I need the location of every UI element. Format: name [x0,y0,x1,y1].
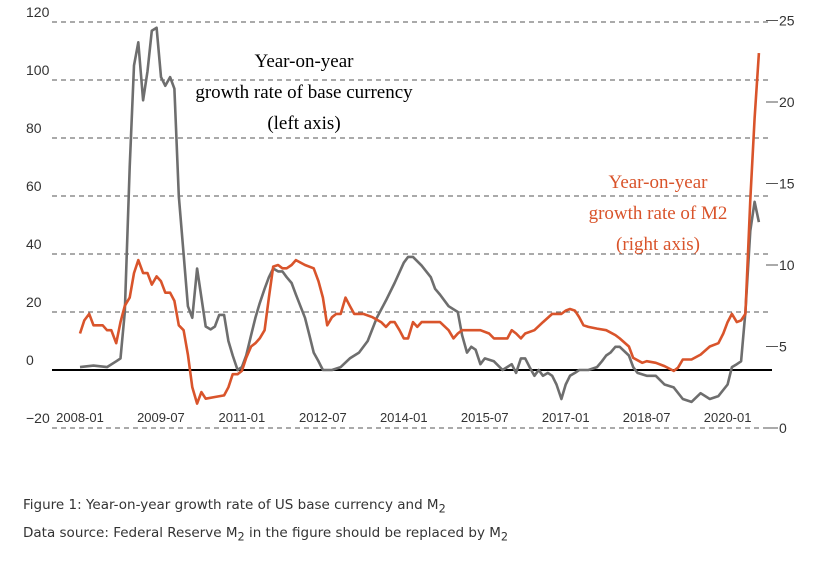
left-tick-label: 0 [26,352,34,368]
left-tick-label: 100 [26,62,50,78]
left-tick-label: 80 [26,120,42,136]
right-tick-label: 20 [779,94,795,110]
figure-caption: Figure 1: Year-on-year growth rate of US… [23,497,446,516]
source-subscript-2: 2 [500,530,509,544]
right-tick-label: 5 [779,339,787,355]
right-tick-label: 25 [779,13,795,29]
x-tick-label: 2020-01 [704,410,752,425]
x-tick-label: 2012-07 [299,410,347,425]
m2-annotation: Year-on-year growth rate of M2 (right ax… [589,172,728,255]
left-tick-label: −20 [26,410,50,426]
right-tick-label: 10 [779,257,795,273]
x-tick-label: 2014-01 [380,410,428,425]
data-source: Data source: Federal Reserve M2 in the f… [23,525,508,544]
left-tick-label: 60 [26,178,42,194]
left-tick-label: 20 [26,294,42,310]
left-tick-label: 120 [26,4,50,20]
caption-title: Figure 1: Year-on-year growth rate of US… [23,497,439,513]
x-tick-label: 2009-07 [137,410,185,425]
right-axis: 0 5 10 15 20 25 [766,13,795,436]
base-currency-annotation: Year-on-year growth rate of base currenc… [195,51,413,134]
source-subscript-1: 2 [237,530,245,544]
base-currency-line [79,26,761,404]
x-tick-label: 2018-07 [623,410,671,425]
base-annotation-line-3: (left axis) [267,113,340,134]
series-lines [78,26,761,405]
left-tick-label: 40 [26,236,42,252]
x-tick-label: 2017-01 [542,410,590,425]
gridlines [52,21,772,429]
right-tick-label: 15 [779,176,795,192]
x-axis: 2008-01 2009-07 2011-01 2012-07 2014-01 2015-… [56,410,751,425]
base-annotation-line-2: growth rate of base currency [195,82,413,103]
x-tick-label: 2015-07 [461,410,509,425]
x-tick-label: 2008-01 [56,410,104,425]
x-tick-label: 2011-01 [219,410,266,425]
m2-annotation-line-2: growth rate of M2 [589,203,728,224]
m2-line [78,53,761,405]
base-annotation-line-1: Year-on-year [255,51,355,72]
source-text-1: Data source: Federal Reserve M [23,525,238,541]
right-tick-label: 0 [779,420,787,436]
caption-title-subscript: 2 [438,502,446,516]
m2-annotation-line-3: (right axis) [616,234,700,255]
source-text-2: in the figure should be replaced by M [244,525,501,541]
left-axis: −20 0 20 40 60 80 100 120 [26,4,50,426]
m2-annotation-line-1: Year-on-year [609,172,709,193]
